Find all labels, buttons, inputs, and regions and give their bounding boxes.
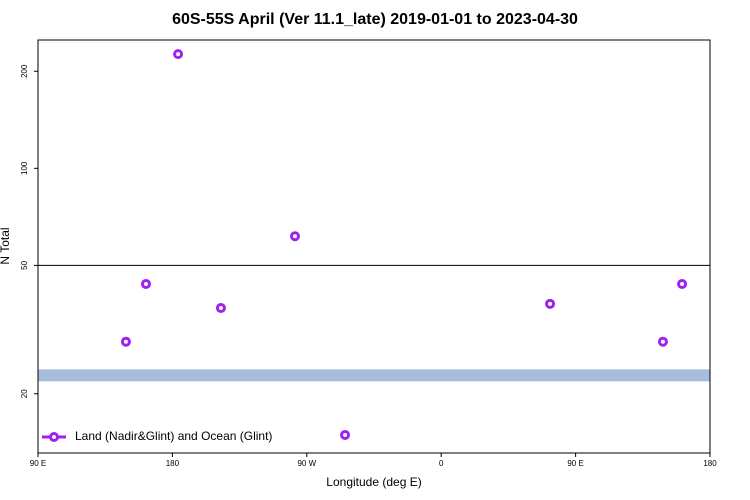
point bbox=[677, 278, 688, 289]
x-tick-label: 180 bbox=[703, 459, 717, 468]
y-tick-label: 50 bbox=[20, 260, 29, 269]
point bbox=[290, 231, 301, 242]
x-tick-label: 90 W bbox=[297, 459, 316, 468]
point bbox=[140, 278, 151, 289]
point bbox=[340, 429, 351, 440]
point bbox=[545, 298, 556, 309]
point bbox=[215, 302, 226, 313]
y-tick-label: 200 bbox=[20, 64, 29, 78]
chart-title: 60S-55S April (Ver 11.1_late) 2019-01-01… bbox=[172, 11, 578, 28]
x-tick-label: 180 bbox=[166, 459, 180, 468]
y-tick-label: 20 bbox=[20, 389, 29, 398]
x-tick-label: 90 E bbox=[30, 459, 46, 468]
point bbox=[173, 49, 184, 60]
point bbox=[657, 336, 668, 347]
legend-label: Land (Nadir&Glint) and Ocean (Glint) bbox=[75, 429, 272, 443]
y-axis-label: N Total bbox=[0, 227, 12, 264]
point bbox=[120, 336, 131, 347]
x-tick-label: 0 bbox=[439, 459, 444, 468]
x-axis-label: Longitude (deg E) bbox=[326, 475, 421, 489]
x-tick-label: 90 E bbox=[567, 459, 583, 468]
legend-marker bbox=[49, 432, 59, 442]
plot-frame bbox=[37, 39, 711, 454]
y-tick-label: 100 bbox=[20, 161, 29, 175]
